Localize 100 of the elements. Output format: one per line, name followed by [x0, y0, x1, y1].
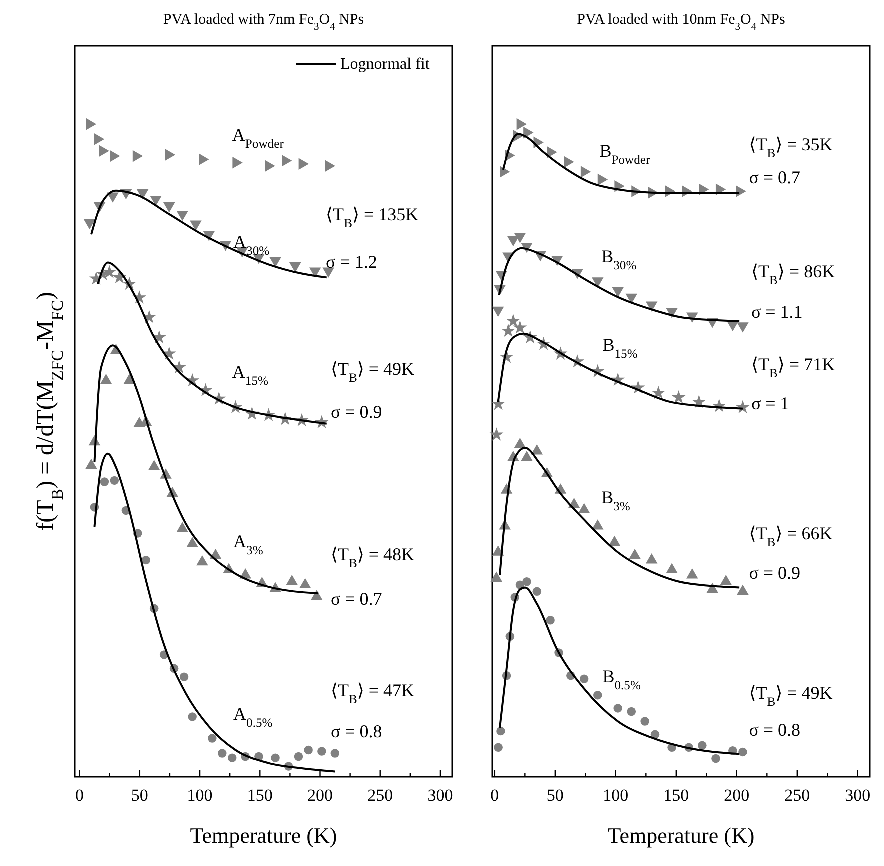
point — [86, 458, 98, 470]
annotation: ⟨T$_{B}$⟩ = 135K — [326, 204, 419, 231]
point — [627, 707, 636, 716]
annotation: B$_{Powder}$ — [600, 141, 652, 168]
point — [196, 555, 208, 566]
legend-label: Lognormal fit — [340, 56, 430, 73]
point — [506, 314, 520, 328]
point — [294, 752, 304, 762]
annotation: B$_{3%}$ — [602, 488, 631, 514]
annotation: B$_{30%}$ — [602, 246, 638, 272]
point — [330, 749, 340, 758]
annotation: ⟨T$_{B}$⟩ = 35K — [749, 134, 833, 161]
point — [304, 746, 313, 755]
point — [712, 754, 720, 764]
point — [100, 374, 112, 384]
x-tick-label: 50 — [546, 786, 564, 805]
annotation: σ = 0.7 — [749, 167, 801, 188]
point — [738, 748, 748, 757]
annotation: σ = 0.9 — [330, 402, 382, 422]
x-tick-label: 100 — [187, 786, 213, 805]
point — [494, 743, 503, 752]
annotation: σ = 0.7 — [330, 589, 382, 610]
annotation: A$_{30%}$ — [234, 232, 270, 258]
point — [318, 747, 326, 756]
annotation: B$_{15%}$ — [602, 334, 638, 361]
annotation: σ = 1.1 — [751, 302, 803, 322]
point — [592, 520, 604, 530]
annotation: σ = 1.2 — [326, 252, 378, 272]
point — [629, 548, 641, 560]
point — [580, 674, 589, 684]
point — [672, 390, 686, 404]
point — [698, 741, 707, 750]
annotation: ⟨T$_{B}$⟩ = 86K — [751, 262, 836, 288]
x-axis-title: Temperature (K) — [608, 823, 755, 848]
point — [102, 265, 117, 278]
chart-title: PVA loaded with 7nm Fe$_{3}$O$_{4}$ NPs — [163, 12, 364, 32]
point — [186, 537, 198, 548]
annotation: A$_{Powder}$ — [232, 125, 285, 152]
point — [496, 726, 506, 736]
point — [514, 438, 526, 448]
point — [110, 476, 120, 486]
chart-title: PVA loaded with 10nm Fe$_{3}$O$_{4}$ NPs — [577, 12, 786, 32]
annotation: A$_{3%}$ — [234, 531, 264, 558]
x-tick-label: 250 — [368, 786, 394, 805]
x-tick-label: 200 — [724, 786, 750, 805]
point — [720, 575, 732, 586]
point — [640, 717, 650, 726]
x-tick-label: 150 — [247, 786, 273, 805]
x-tick-label: 50 — [131, 786, 148, 805]
annotation: σ = 0.8 — [330, 722, 382, 742]
annotation: ⟨T$_{B}$⟩ = 47K — [330, 680, 415, 707]
x-tick-label: 0 — [76, 786, 84, 805]
point — [148, 460, 160, 470]
point — [513, 320, 528, 334]
point — [490, 572, 502, 582]
point — [490, 428, 504, 441]
point — [650, 730, 660, 739]
point — [286, 575, 298, 586]
point — [142, 556, 151, 565]
point — [521, 451, 533, 462]
point — [652, 386, 666, 400]
annotation: ⟨T$_{B}$⟩ = 71K — [751, 354, 836, 381]
point — [522, 577, 532, 586]
point — [578, 503, 590, 514]
point — [531, 444, 544, 455]
point — [546, 616, 555, 625]
x-tick-label: 300 — [428, 786, 454, 805]
point — [188, 712, 197, 722]
point — [737, 584, 749, 596]
point — [614, 704, 622, 713]
annotation: σ = 1 — [751, 393, 790, 414]
point — [208, 734, 217, 743]
annotation: σ = 0.8 — [749, 720, 801, 740]
annotation: A$_{15%}$ — [232, 362, 270, 388]
point — [646, 554, 658, 564]
x-axis-title: Temperature (K) — [190, 823, 338, 848]
point — [176, 522, 188, 532]
point — [299, 578, 312, 589]
point — [502, 324, 516, 338]
annotation: B$_{0.5%}$ — [602, 666, 642, 693]
x-tick-label: 200 — [308, 786, 334, 805]
x-tick-label: 300 — [845, 786, 871, 805]
point — [686, 568, 698, 579]
annotation: ⟨T$_{B}$⟩ = 49K — [330, 358, 415, 385]
x-tick-label: 150 — [664, 786, 690, 805]
annotation: ⟨T$_{B}$⟩ = 49K — [749, 682, 833, 709]
point — [218, 749, 227, 758]
point — [100, 478, 110, 486]
point — [228, 754, 237, 762]
annotation: A$_{0.5%}$ — [234, 704, 274, 730]
point — [666, 563, 678, 574]
point — [608, 536, 621, 546]
annotation: ⟨T$_{B}$⟩ = 66K — [749, 523, 833, 550]
annotation: σ = 0.9 — [749, 562, 801, 583]
point — [180, 672, 189, 682]
x-tick-label: 0 — [490, 786, 500, 805]
x-tick-label: 100 — [603, 786, 629, 805]
point — [594, 691, 602, 700]
annotation: ⟨T$_{B}$⟩ = 48K — [330, 544, 415, 571]
x-tick-label: 250 — [784, 786, 810, 805]
